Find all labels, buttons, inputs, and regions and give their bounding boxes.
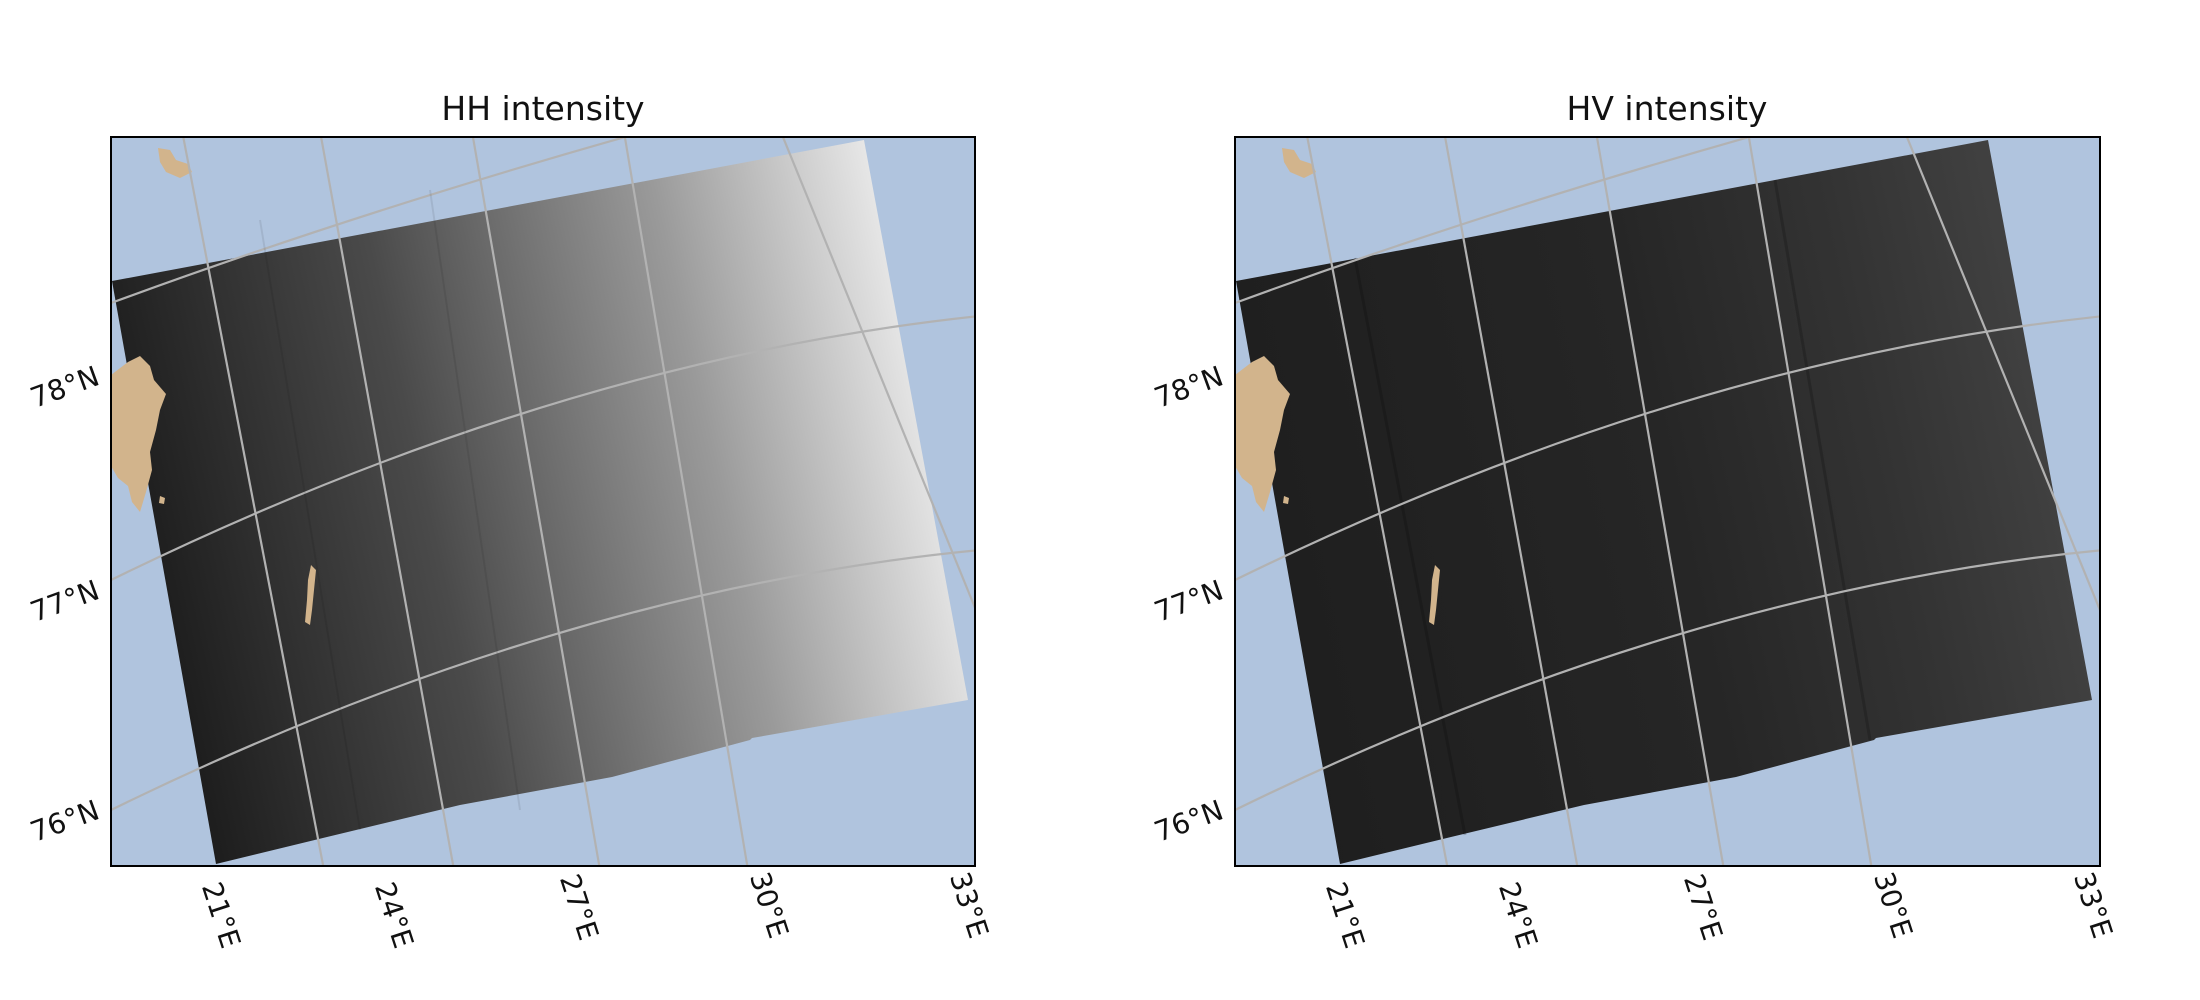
hv-land (1235, 148, 1440, 625)
hv-lat-label: 76°N (1150, 793, 1228, 848)
hv-lat-label: 78°N (1150, 359, 1228, 414)
hh-lon-label: 33°E (943, 868, 995, 942)
hh-swath-texture (259, 189, 521, 831)
hh-lon-label: 21°E (195, 878, 247, 952)
hv-map-panel: HV intensity (1150, 89, 2119, 952)
hv-lon-label: 27°E (1677, 870, 1729, 944)
hh-lat-label: 78°N (26, 359, 104, 414)
hh-lon-label: 27°E (553, 870, 605, 944)
hh-sar-swath (112, 140, 968, 864)
hh-lat-label: 76°N (26, 793, 104, 848)
hv-lon-label: 24°E (1492, 878, 1544, 952)
hv-swath-bands (1353, 179, 1872, 836)
hv-lon-label: 21°E (1319, 878, 1371, 952)
hh-graticule (111, 137, 975, 866)
hh-map-panel: HH intensity (26, 89, 995, 952)
hh-lon-label: 24°E (368, 878, 420, 952)
hv-lat-label: 77°N (1150, 573, 1228, 628)
hv-panel-title: HV intensity (1567, 89, 1768, 128)
hh-map-frame (110, 136, 976, 867)
hv-graticule (1235, 137, 2100, 866)
hh-lat-label: 77°N (26, 573, 104, 628)
hv-lon-label: 33°E (2067, 868, 2119, 942)
hh-panel-title: HH intensity (441, 89, 644, 128)
hh-lon-label: 30°E (743, 868, 795, 942)
hv-sar-swath (1236, 140, 2092, 864)
hh-land (111, 148, 316, 625)
hv-lon-label: 30°E (1867, 868, 1919, 942)
hv-map-frame (1234, 136, 2101, 867)
